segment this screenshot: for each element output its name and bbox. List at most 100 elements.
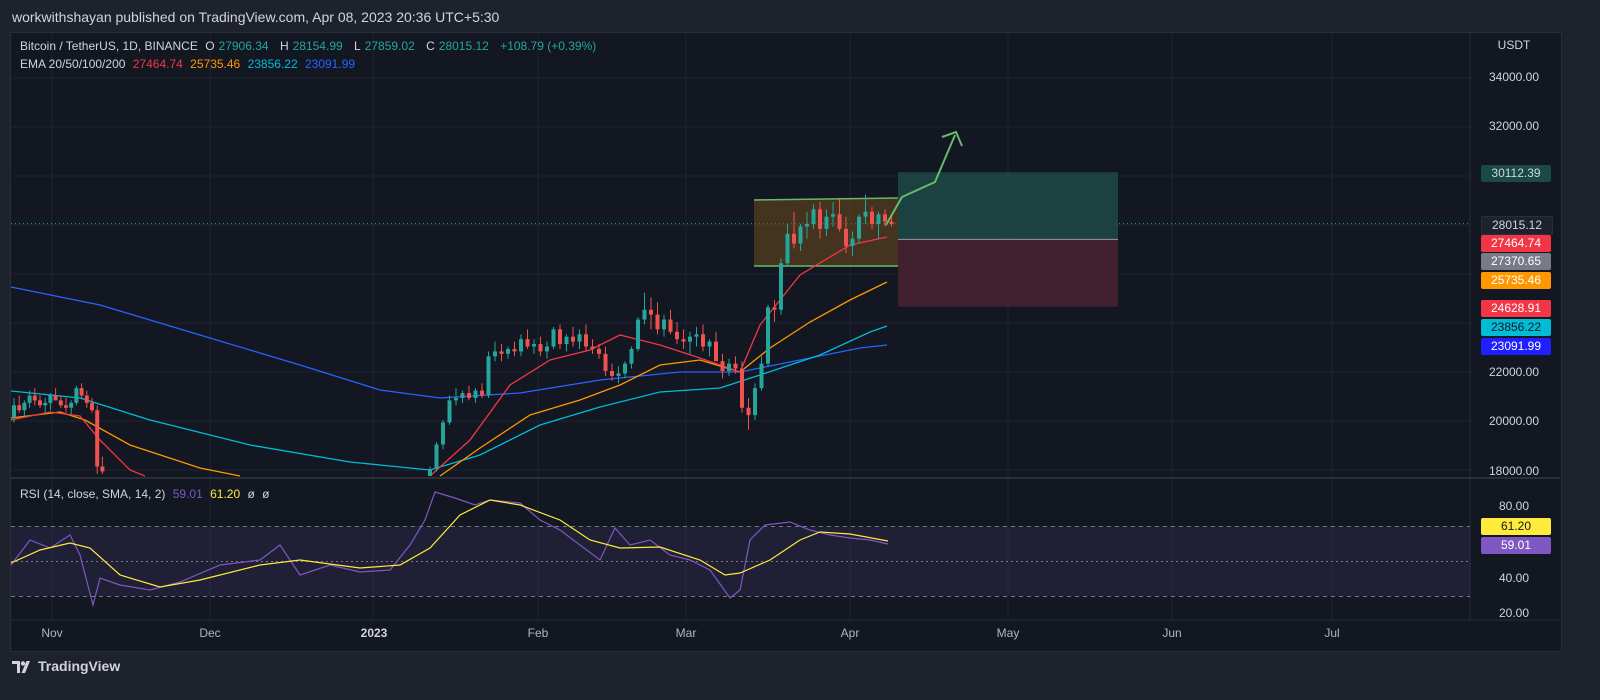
candle-body (649, 309, 653, 315)
candle-body (714, 341, 718, 362)
candle-body (798, 226, 803, 244)
candle-body (694, 334, 699, 337)
candle-body (90, 402, 94, 411)
rsi-tag[interactable]: 59.01 (1481, 537, 1551, 554)
ema-lines (10, 236, 888, 477)
candle-body (428, 469, 432, 476)
candle-body (532, 344, 536, 347)
price-tick: 20000.00 (1488, 414, 1540, 428)
tradingview-brand[interactable]: TradingView (12, 658, 120, 674)
candle-body (889, 221, 894, 224)
candle-body (629, 348, 634, 364)
candles (12, 194, 894, 476)
rsi-legend[interactable]: RSI (14, close, SMA, 14, 2) 59.01 61.20 … (20, 487, 270, 501)
symbol-legend[interactable]: Bitcoin / TetherUS, 1D, BINANCE O 27906.3… (20, 39, 597, 53)
rsi-tick: 20.00 (1498, 606, 1530, 620)
candle-body (590, 346, 595, 349)
rsi-label[interactable]: RSI (14, close, SMA, 14, 2) (20, 487, 166, 501)
ema50-line-a (10, 411, 241, 477)
candle-body (857, 216, 861, 239)
candle-body (863, 211, 868, 217)
top-bar: workwithshayan published on TradingView.… (0, 0, 1600, 32)
candle-body (48, 395, 53, 403)
stop-price-tag[interactable]: 24628.91 (1481, 300, 1551, 317)
candle-body (779, 263, 783, 310)
candle-body (675, 331, 679, 340)
ema-legend[interactable]: EMA 20/50/100/200 27464.74 25735.46 2385… (20, 57, 359, 71)
candle-body (837, 214, 842, 229)
rsi-tick: 80.00 (1498, 499, 1530, 513)
candle-body (772, 307, 777, 310)
open-value: 27906.34 (218, 39, 269, 53)
candle-body (538, 344, 543, 352)
candle-body (506, 348, 510, 354)
candle-body (22, 402, 27, 411)
price-tick: 18000.00 (1488, 464, 1540, 478)
target-price-tag[interactable]: 30112.39 (1481, 165, 1551, 182)
rsi-pane (10, 491, 1470, 608)
symbol-name[interactable]: Bitcoin / TetherUS, 1D, BINANCE (20, 39, 198, 53)
candle-body (740, 368, 744, 408)
candle-body (69, 402, 74, 408)
ema100-price-tag[interactable]: 23856.22 (1481, 319, 1551, 336)
candle-body (545, 346, 549, 352)
candle-body (38, 400, 42, 406)
candle-body (74, 388, 79, 403)
candle-body (519, 339, 523, 352)
rsi-sma-tag[interactable]: 61.20 (1481, 518, 1551, 535)
candle-body (636, 319, 640, 349)
rsi-value: 59.01 (172, 487, 203, 501)
candle-body (805, 224, 809, 227)
candle-body (707, 341, 712, 347)
candle-body (84, 395, 89, 403)
time-tick: Apr (840, 626, 860, 640)
candle-body (876, 214, 881, 224)
rsi-sma-line (10, 499, 889, 588)
candle-body (792, 233, 796, 244)
candle-body (811, 209, 816, 224)
entry-price-tag[interactable]: 27370.65 (1481, 253, 1551, 270)
ema20-line-a (10, 411, 146, 477)
ema200-line (10, 286, 888, 399)
candle-body (766, 307, 770, 364)
ema50-price-tag[interactable]: 25735.46 (1481, 272, 1551, 289)
ema20-line-b (429, 236, 888, 477)
time-tick: May (996, 626, 1020, 640)
candle-body (727, 363, 731, 371)
candle-body (100, 466, 105, 472)
ema20-price-tag[interactable]: 27464.74 (1481, 235, 1551, 252)
candle-body (499, 351, 504, 354)
drawings (885, 130, 963, 226)
candle-body (467, 393, 471, 398)
candle-body (610, 371, 614, 376)
position-zones (753, 172, 1118, 307)
candle-body (17, 405, 22, 411)
candle-body (733, 363, 738, 369)
candle-body (460, 393, 465, 398)
candle-body (785, 233, 790, 264)
time-tick: Jun (1162, 626, 1182, 640)
target-zone (898, 172, 1118, 240)
candle-body (53, 395, 58, 401)
candle-body (870, 211, 874, 224)
candle-body (64, 405, 68, 408)
candle-body (454, 397, 458, 401)
candle-body (623, 363, 627, 374)
candle-body (662, 319, 666, 330)
candle-body (12, 405, 16, 418)
time-tick: Mar (675, 626, 697, 640)
candle-body (551, 329, 556, 347)
rsi-line (10, 491, 889, 608)
candle-body (441, 422, 445, 445)
candle-body (584, 334, 588, 347)
ema200-value: 23091.99 (304, 57, 356, 71)
last-price-tag[interactable]: 28015.12 (1481, 216, 1553, 235)
rsi-tick: 40.00 (1498, 571, 1530, 585)
ema200-price-tag[interactable]: 23091.99 (1481, 338, 1551, 355)
candle-body (759, 363, 764, 389)
time-tick: Nov (41, 626, 63, 640)
high-value: 28154.99 (292, 39, 343, 53)
candle-body (688, 336, 692, 342)
ema-label[interactable]: EMA 20/50/100/200 (20, 57, 126, 71)
